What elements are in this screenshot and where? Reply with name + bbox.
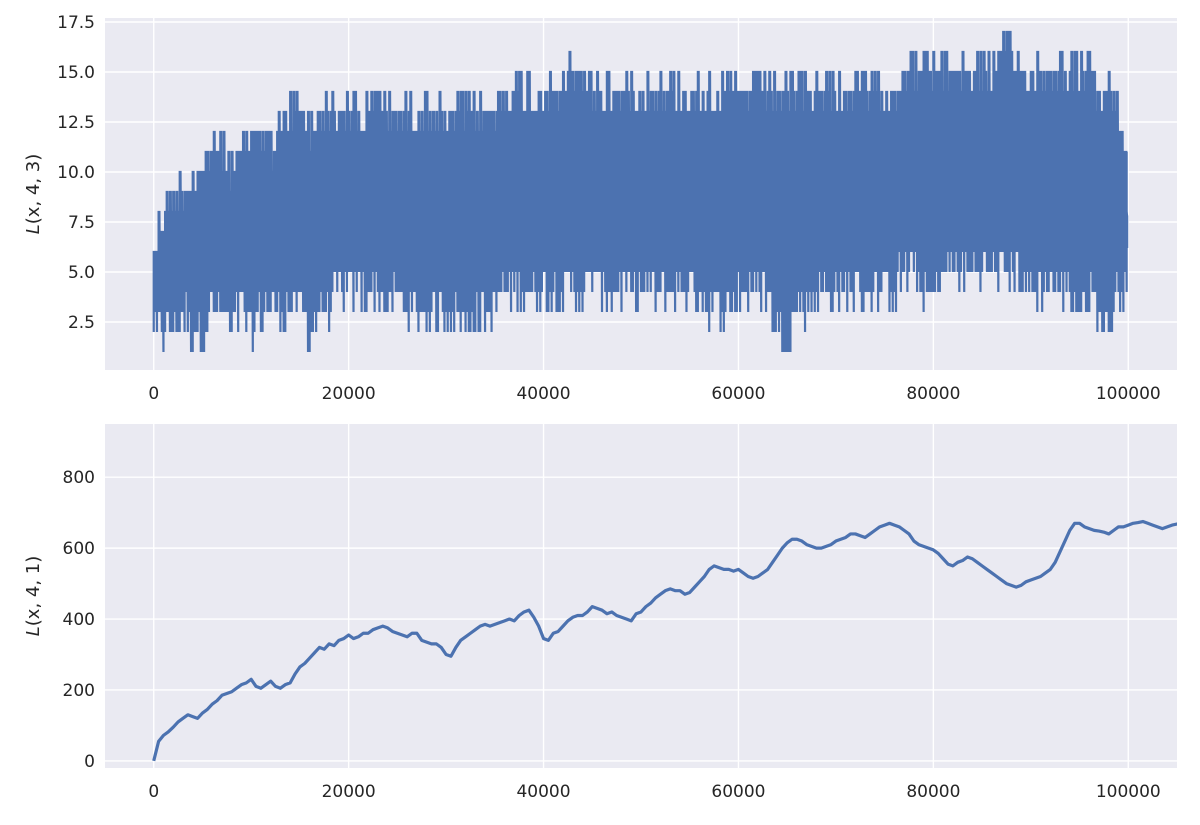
x-tick-label: 40000 xyxy=(516,782,570,802)
y-tick-label: 0 xyxy=(84,752,95,772)
x-tick-label: 20000 xyxy=(322,782,376,802)
series-line xyxy=(152,519,1177,762)
x-tick-label: 0 xyxy=(148,782,159,802)
y-tick-label: 10.0 xyxy=(57,163,95,183)
y-tick-label: 2.5 xyxy=(68,313,95,333)
x-tick-label: 100000 xyxy=(1096,384,1161,404)
y-tick-label: 400 xyxy=(63,610,95,630)
plot-background xyxy=(105,424,1177,768)
y-tick-label: 17.5 xyxy=(57,13,95,33)
x-tick-label: 60000 xyxy=(711,384,765,404)
top-chart: 0 20000 40000 60000 80000 100000 2.5 5.0 7.5 10.0… xyxy=(23,13,1177,404)
y-tick-label: 600 xyxy=(63,539,95,559)
y-axis-label: L(x, 4, 1) xyxy=(23,556,44,637)
series-line xyxy=(152,30,1128,353)
x-tick-label: 80000 xyxy=(906,384,960,404)
y-tick-label: 15.0 xyxy=(57,63,95,83)
y-axis-label-args: (x, 4, 3) xyxy=(23,154,44,225)
y-axis-label: L(x, 4, 3) xyxy=(23,154,44,235)
x-tick-label: 60000 xyxy=(711,782,765,802)
y-axis-label-prefix: L xyxy=(23,626,44,636)
x-tick-label: 80000 xyxy=(906,782,960,802)
bottom-chart: 0 20000 40000 60000 80000 100000 0 200 400 600 800… xyxy=(23,424,1177,802)
grid xyxy=(105,424,1177,768)
y-tick-label: 12.5 xyxy=(57,113,95,133)
x-tick-label: 40000 xyxy=(516,384,570,404)
y-tick-label: 7.5 xyxy=(68,213,95,233)
x-tick-label: 100000 xyxy=(1096,782,1161,802)
y-axis-label-prefix: L xyxy=(23,224,44,234)
x-tick-label: 0 xyxy=(148,384,159,404)
y-tick-label: 800 xyxy=(63,468,95,488)
y-tick-label: 200 xyxy=(63,681,95,701)
y-tick-label: 5.0 xyxy=(68,263,95,283)
y-axis-label-args: (x, 4, 1) xyxy=(23,556,44,627)
x-tick-label: 20000 xyxy=(322,384,376,404)
